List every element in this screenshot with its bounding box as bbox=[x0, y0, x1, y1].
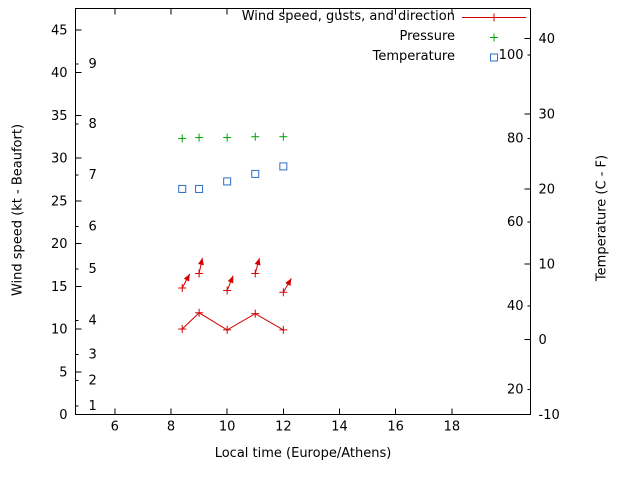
svg-text:20: 20 bbox=[507, 383, 524, 398]
legend-label-pressure: Pressure bbox=[399, 29, 455, 44]
legend-label-wind: Wind speed, gusts, and direction bbox=[241, 9, 455, 24]
svg-text:30: 30 bbox=[539, 107, 556, 122]
svg-text:18: 18 bbox=[444, 420, 461, 435]
svg-text:10: 10 bbox=[539, 258, 556, 273]
svg-text:-10: -10 bbox=[539, 408, 560, 423]
svg-text:14: 14 bbox=[331, 420, 348, 435]
svg-text:6: 6 bbox=[89, 219, 97, 234]
svg-text:100: 100 bbox=[499, 48, 524, 63]
svg-text:4: 4 bbox=[89, 313, 97, 328]
svg-text:35: 35 bbox=[51, 109, 68, 124]
svg-text:2: 2 bbox=[89, 373, 97, 388]
svg-text:10: 10 bbox=[51, 323, 68, 338]
svg-text:7: 7 bbox=[89, 168, 97, 183]
x-axis-title: Local time (Europe/Athens) bbox=[214, 446, 392, 461]
svg-text:25: 25 bbox=[51, 194, 68, 209]
svg-text:5: 5 bbox=[59, 365, 67, 380]
svg-text:15: 15 bbox=[51, 280, 68, 295]
svg-text:10: 10 bbox=[219, 420, 236, 435]
svg-text:8: 8 bbox=[167, 420, 175, 435]
svg-text:30: 30 bbox=[51, 152, 68, 167]
svg-text:20: 20 bbox=[51, 237, 68, 252]
right-axis-title: Temperature (C - F) bbox=[594, 154, 610, 282]
svg-text:6: 6 bbox=[111, 420, 119, 435]
svg-text:80: 80 bbox=[507, 132, 524, 147]
svg-text:9: 9 bbox=[89, 57, 97, 72]
left-axis-title: Wind speed (kt - Beaufort) bbox=[10, 123, 26, 297]
svg-text:3: 3 bbox=[89, 348, 97, 363]
svg-text:1: 1 bbox=[89, 399, 97, 414]
svg-text:5: 5 bbox=[89, 262, 97, 277]
svg-text:40: 40 bbox=[507, 299, 524, 314]
svg-text:40: 40 bbox=[51, 66, 68, 81]
svg-text:8: 8 bbox=[89, 117, 97, 132]
svg-text:60: 60 bbox=[507, 215, 524, 230]
svg-text:16: 16 bbox=[387, 420, 404, 435]
svg-text:20: 20 bbox=[539, 182, 556, 197]
svg-text:0: 0 bbox=[539, 333, 547, 348]
svg-text:40: 40 bbox=[539, 32, 556, 47]
svg-text:45: 45 bbox=[51, 23, 68, 38]
legend-label-temperature: Temperature bbox=[372, 49, 455, 64]
svg-text:0: 0 bbox=[59, 408, 67, 423]
svg-text:12: 12 bbox=[275, 420, 292, 435]
